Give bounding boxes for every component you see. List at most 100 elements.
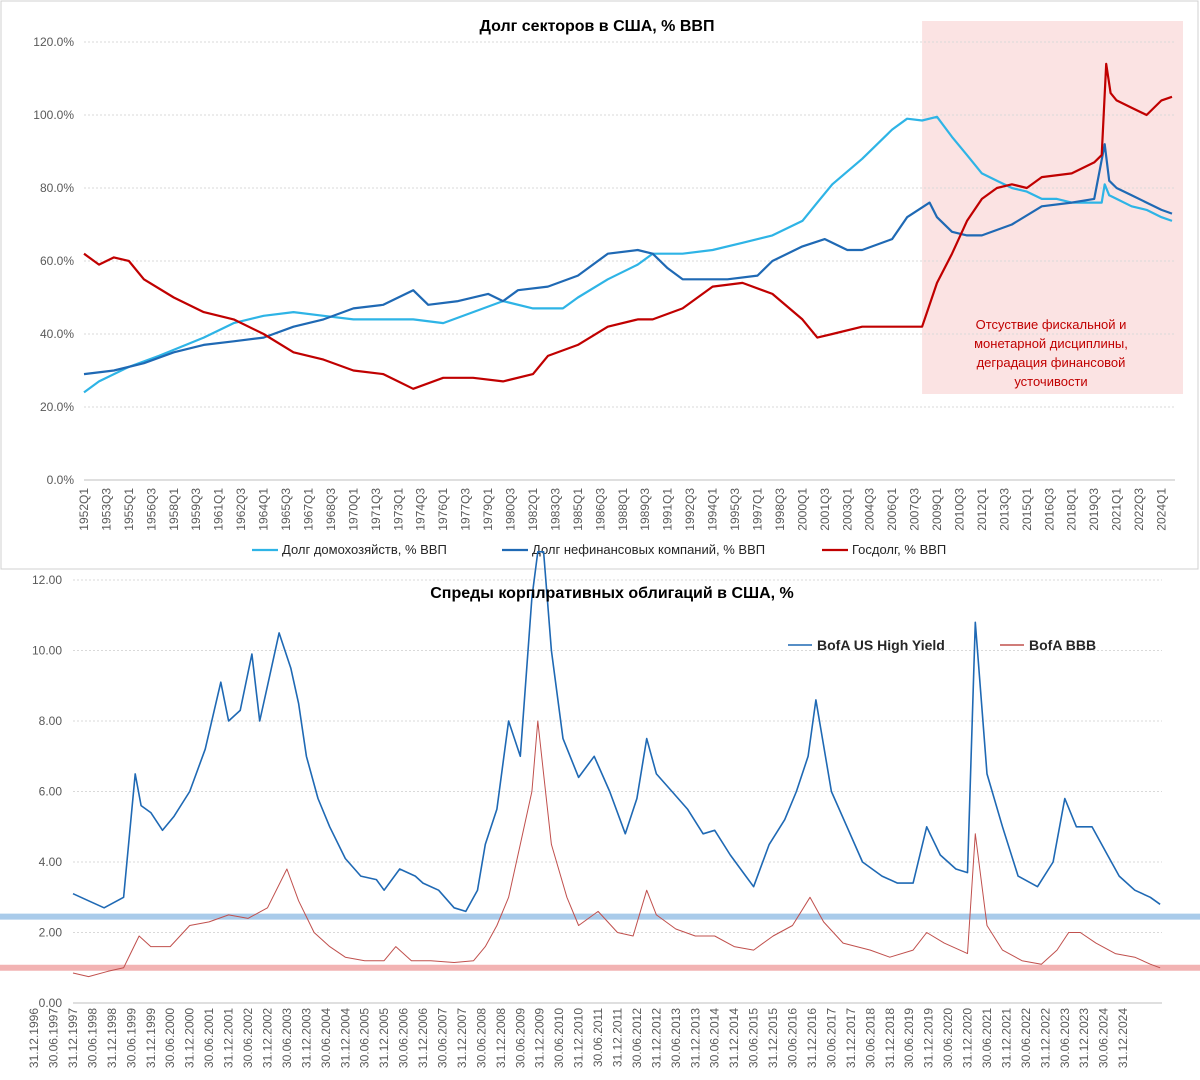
top-chart-x-tick-label: 2009Q1 bbox=[930, 488, 944, 531]
bottom-chart-x-tick-label: 30.06.2002 bbox=[241, 1008, 255, 1068]
top-chart-x-tick-label: 1976Q1 bbox=[436, 488, 450, 531]
bottom-chart-x-tick-label: 30.06.2008 bbox=[474, 1008, 488, 1068]
top-chart-x-tick-label: 1953Q3 bbox=[99, 488, 113, 531]
top-chart-x-tick-label: 1992Q3 bbox=[683, 488, 697, 531]
top-chart-x-tick-label: 2018Q1 bbox=[1065, 488, 1079, 531]
bottom-chart-x-tick-label: 30.06.2005 bbox=[358, 1008, 372, 1068]
top-chart-x-tick-label: 1991Q1 bbox=[661, 488, 675, 531]
top-chart-x-tick-label: 2012Q1 bbox=[975, 488, 989, 531]
bottom-chart-x-tick-label: 31.12.2006 bbox=[416, 1008, 430, 1068]
bottom-chart-reference-lines bbox=[0, 913, 1200, 971]
top-chart-y-tick-label: 60.0% bbox=[40, 254, 74, 268]
bottom-chart-x-tick-label: 31.12.2009 bbox=[533, 1008, 547, 1068]
top-chart-series bbox=[83, 62, 1173, 394]
bottom-chart-x-tick-label: 31.12.1998 bbox=[105, 1008, 119, 1068]
bottom-chart-x-tick-label: 30.06.2009 bbox=[513, 1008, 527, 1068]
bottom-chart-x-tick-label: 31.12.2008 bbox=[494, 1008, 508, 1068]
top-chart-y-tick-label: 0.0% bbox=[47, 473, 75, 487]
bottom-chart-x-tick-label: 30.06.2017 bbox=[824, 1008, 838, 1068]
bottom-chart-x-tick-label: 31.12.2010 bbox=[572, 1008, 586, 1068]
bottom-chart-y-ticks: 0.00 2.00 4.00 6.00 8.00 10.00 12.00 bbox=[32, 573, 62, 1010]
top-chart-x-tick-label: 1997Q1 bbox=[750, 488, 764, 531]
bottom-chart-title: Спреды корплративных облигаций в США, % bbox=[430, 585, 794, 602]
top-chart-x-tick-label: 1979Q1 bbox=[481, 488, 495, 531]
top-chart-x-tick-label: 1959Q3 bbox=[189, 488, 203, 531]
top-chart-grid bbox=[84, 41, 1175, 481]
bottom-chart-x-tick-label: 31.12.2019 bbox=[922, 1008, 936, 1068]
bottom-chart-series-line-1 bbox=[72, 720, 1161, 978]
top-chart-x-tick-label: 1967Q1 bbox=[301, 488, 315, 531]
bottom-chart-x-tick-label: 30.06.2000 bbox=[163, 1008, 177, 1068]
top-chart-annotation-line: монетарной дисциплины, bbox=[974, 336, 1128, 351]
bottom-chart-x-tick-label: 30.06.2020 bbox=[941, 1008, 955, 1068]
bottom-chart-grid bbox=[73, 579, 1162, 1004]
bottom-chart-x-tick-label: 30.06.2019 bbox=[902, 1008, 916, 1068]
bottom-chart-x-tick-label: 31.12.2001 bbox=[222, 1008, 236, 1068]
bottom-chart-x-tick-label: 30.06.1999 bbox=[124, 1008, 138, 1068]
top-chart-x-tick-label: 1956Q3 bbox=[144, 488, 158, 531]
top-chart-x-tick-label: 1994Q1 bbox=[706, 488, 720, 531]
top-chart-x-tick-label: 2015Q1 bbox=[1020, 488, 1034, 531]
top-chart-legend-label: Госдолг, % ВВП bbox=[852, 542, 946, 557]
bottom-chart-x-tick-label: 30.06.2001 bbox=[202, 1008, 216, 1068]
top-chart-x-tick-label: 1958Q1 bbox=[167, 488, 181, 531]
top-chart-x-tick-label: 1952Q1 bbox=[77, 488, 91, 531]
top-chart-annotation-line: деградация финансовой bbox=[977, 355, 1126, 370]
top-chart-legend: Долг домохозяйств, % ВВП Долг нефинансовы… bbox=[252, 542, 946, 557]
top-chart-x-tick-label: 2024Q1 bbox=[1155, 488, 1169, 531]
bottom-chart-x-tick-label: 30.06.2024 bbox=[1097, 1008, 1111, 1068]
top-chart-x-tick-label: 2003Q1 bbox=[840, 488, 854, 531]
top-chart-y-tick-label: 20.0% bbox=[40, 400, 74, 414]
bottom-chart-legend-label: BofA US High Yield bbox=[817, 637, 945, 653]
top-chart-x-tick-label: 1985Q1 bbox=[571, 488, 585, 531]
top-chart-y-tick-label: 100.0% bbox=[33, 108, 74, 122]
top-chart-y-tick-label: 80.0% bbox=[40, 181, 74, 195]
bottom-chart-y-tick-label: 0.00 bbox=[39, 996, 63, 1010]
top-chart-x-tick-label: 1989Q3 bbox=[638, 488, 652, 531]
bottom-chart-x-tick-label: 30.06.2015 bbox=[747, 1008, 761, 1068]
top-chart-y-tick-label: 40.0% bbox=[40, 327, 74, 341]
top-chart-x-tick-label: 1965Q3 bbox=[279, 488, 293, 531]
bottom-chart-series bbox=[72, 551, 1161, 978]
top-chart-x-tick-label: 1955Q1 bbox=[122, 488, 136, 531]
top-chart-x-tick-label: 2001Q3 bbox=[818, 488, 832, 531]
bottom-chart-x-tick-label: 31.12.2011 bbox=[611, 1008, 625, 1067]
top-chart-title: Долг секторов в США, % ВВП bbox=[480, 18, 715, 35]
bottom-chart-x-tick-label: 30.06.2012 bbox=[630, 1008, 644, 1068]
bottom-chart-x-tick-label: 30.06.1998 bbox=[85, 1008, 99, 1068]
bottom-chart-x-tick-label: 31.12.2000 bbox=[183, 1008, 197, 1068]
bottom-chart-y-tick-label: 4.00 bbox=[39, 855, 63, 869]
top-chart-x-tick-label: 1988Q1 bbox=[616, 488, 630, 531]
top-chart-x-tick-label: 2013Q3 bbox=[997, 488, 1011, 531]
bottom-chart-x-tick-label: 31.12.2005 bbox=[377, 1008, 391, 1068]
bottom-chart-x-tick-label: 31.12.2013 bbox=[688, 1008, 702, 1068]
bottom-chart-x-tick-label: 30.06.2022 bbox=[1019, 1008, 1033, 1068]
top-chart-x-tick-label: 1971Q3 bbox=[369, 488, 383, 531]
bottom-chart-x-tick-label: 31.12.2020 bbox=[961, 1008, 975, 1068]
top-chart-x-tick-label: 2007Q3 bbox=[908, 488, 922, 531]
bottom-chart-x-tick-label: 30.06.2023 bbox=[1058, 1008, 1072, 1068]
top-chart-x-tick-label: 1998Q3 bbox=[773, 488, 787, 531]
top-chart-x-tick-label: 1962Q3 bbox=[234, 488, 248, 531]
top-chart-x-tick-label: 1961Q1 bbox=[212, 488, 226, 531]
top-chart-x-tick-label: 1983Q3 bbox=[548, 488, 562, 531]
top-chart-y-ticks: 0.0% 20.0% 40.0% 60.0% 80.0% 100.0% 120.0% bbox=[33, 35, 74, 487]
bottom-chart-x-tick-label: 31.12.2002 bbox=[260, 1008, 274, 1068]
top-chart-x-tick-label: 1968Q3 bbox=[324, 488, 338, 531]
top-chart-x-tick-label: 1980Q3 bbox=[504, 488, 518, 531]
bottom-chart-x-tick-label: 31.12.1996 bbox=[27, 1008, 41, 1068]
bottom-chart-x-tick-label: 30.06.2021 bbox=[980, 1008, 994, 1068]
bottom-chart-x-tick-label: 30.06.2010 bbox=[552, 1008, 566, 1068]
top-chart-legend-label: Долг домохозяйств, % ВВП bbox=[282, 542, 447, 557]
bottom-chart-x-tick-label: 31.12.2015 bbox=[766, 1008, 780, 1068]
top-chart-x-tick-label: 2004Q3 bbox=[863, 488, 877, 531]
bottom-chart-y-tick-label: 6.00 bbox=[39, 785, 63, 799]
top-chart-annotation-line: Отсуствие фискальной и bbox=[976, 317, 1127, 332]
bottom-chart-x-tick-label: 30.06.2004 bbox=[319, 1008, 333, 1068]
bottom-chart-x-tick-label: 30.06.2007 bbox=[435, 1008, 449, 1068]
bottom-chart-legend: BofA US High Yield BofA BBB bbox=[788, 637, 1096, 653]
bottom-chart-x-tick-label: 30.06.1997 bbox=[47, 1008, 61, 1068]
top-chart-x-tick-label: 2022Q3 bbox=[1132, 488, 1146, 531]
bottom-chart-x-tick-label: 31.12.2003 bbox=[299, 1008, 313, 1068]
